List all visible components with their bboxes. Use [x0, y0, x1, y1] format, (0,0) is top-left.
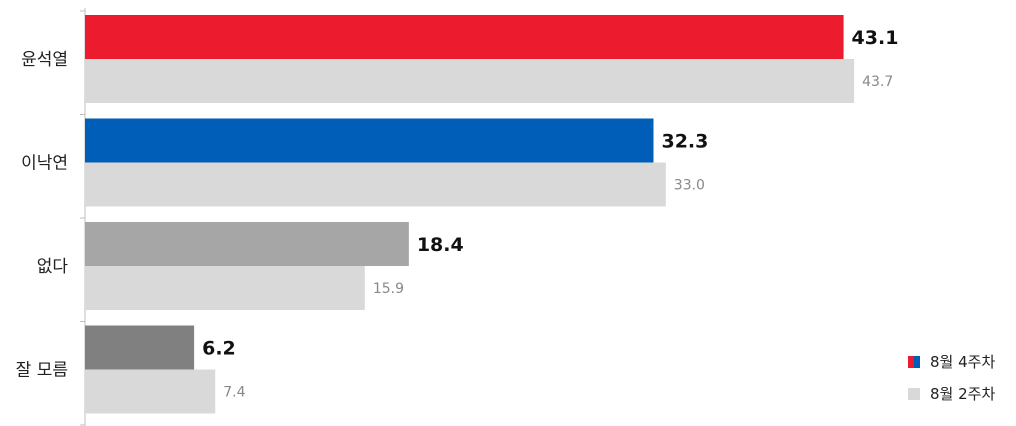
bars	[85, 15, 855, 414]
value-label-previous: 15.9	[373, 281, 404, 297]
labels: 윤석열 43.1 43.7 이낙연 32.3 33.0 없다 18.4 15.9 잘 모름 6.2 7…	[16, 27, 899, 401]
legend-swatch-current	[908, 356, 914, 368]
bar-previous	[85, 369, 216, 414]
legend-swatch-current	[914, 356, 920, 368]
bar-previous	[85, 266, 365, 310]
category-label: 윤석열	[21, 50, 68, 70]
category-label: 잘 모름	[16, 361, 68, 381]
value-label-current: 6.2	[202, 338, 236, 360]
value-label-current: 43.1	[852, 27, 899, 49]
legend: 8월 4주차 8월 2주차	[908, 353, 995, 403]
bar-current	[85, 118, 654, 163]
bar-previous	[85, 162, 666, 207]
bar-current	[85, 15, 844, 59]
value-label-previous: 7.4	[223, 385, 245, 401]
value-label-previous: 33.0	[674, 178, 705, 194]
category-label: 없다	[37, 257, 69, 277]
bar-current	[85, 222, 409, 266]
axis	[80, 8, 86, 426]
value-label-previous: 43.7	[862, 74, 893, 90]
value-label-current: 32.3	[661, 131, 708, 153]
category-label: 이낙연	[21, 154, 68, 174]
value-label-current: 18.4	[417, 234, 464, 256]
bar-current	[85, 325, 195, 370]
legend-label: 8월 2주차	[930, 385, 995, 403]
legend-label: 8월 4주차	[930, 353, 995, 371]
legend-swatch-previous	[908, 388, 920, 400]
bar-previous	[85, 59, 855, 103]
